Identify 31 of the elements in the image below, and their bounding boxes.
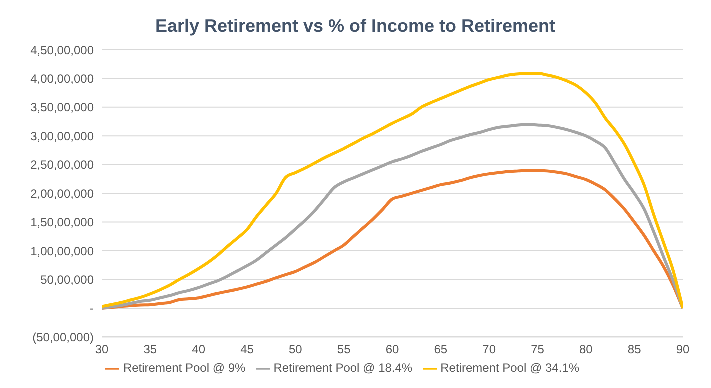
line-series	[102, 169, 683, 310]
legend-label: Retirement Pool @ 34.1%	[440, 361, 580, 376]
x-tick-label: 35	[144, 342, 158, 357]
x-tick-label: 55	[337, 342, 352, 357]
x-tick-label: 60	[386, 342, 400, 357]
y-tick-label: 50,00,000	[40, 272, 94, 287]
x-tick-label: 75	[531, 342, 545, 357]
x-tick-label: 70	[482, 342, 496, 357]
y-tick-label: 2,00,00,000	[30, 186, 94, 201]
y-tick-label: 3,50,00,000	[30, 100, 94, 115]
x-tick-label: 85	[628, 342, 642, 357]
y-tick-label: 3,00,00,000	[30, 129, 94, 144]
x-tick-label: 50	[288, 342, 303, 357]
x-tick-label: 40	[192, 342, 206, 357]
x-tick-label: 80	[579, 342, 594, 357]
chart-title: Early Retirement vs % of Income to Retirement	[155, 16, 556, 36]
y-tick-label: (50,00,000)	[32, 330, 94, 344]
line-series	[102, 72, 683, 310]
legend-label: Retirement Pool @ 18.4%	[274, 361, 413, 376]
x-tick-label: 65	[434, 342, 448, 357]
y-tick-label: 4,00,00,000	[30, 72, 94, 86]
y-tick-label: 4,50,00,000	[30, 43, 94, 58]
line-series	[102, 123, 683, 310]
y-tick-label: -	[90, 302, 94, 316]
x-tick-label: 90	[676, 342, 690, 357]
y-tick-label: 2,50,00,000	[30, 158, 94, 172]
x-tick-label: 45	[240, 342, 254, 357]
x-tick-label: 30	[95, 342, 109, 357]
legend-label: Retirement Pool @ 9%	[123, 361, 246, 376]
y-tick-label: 1,50,00,000	[30, 216, 94, 230]
y-tick-label: 1,00,00,000	[30, 244, 94, 258]
